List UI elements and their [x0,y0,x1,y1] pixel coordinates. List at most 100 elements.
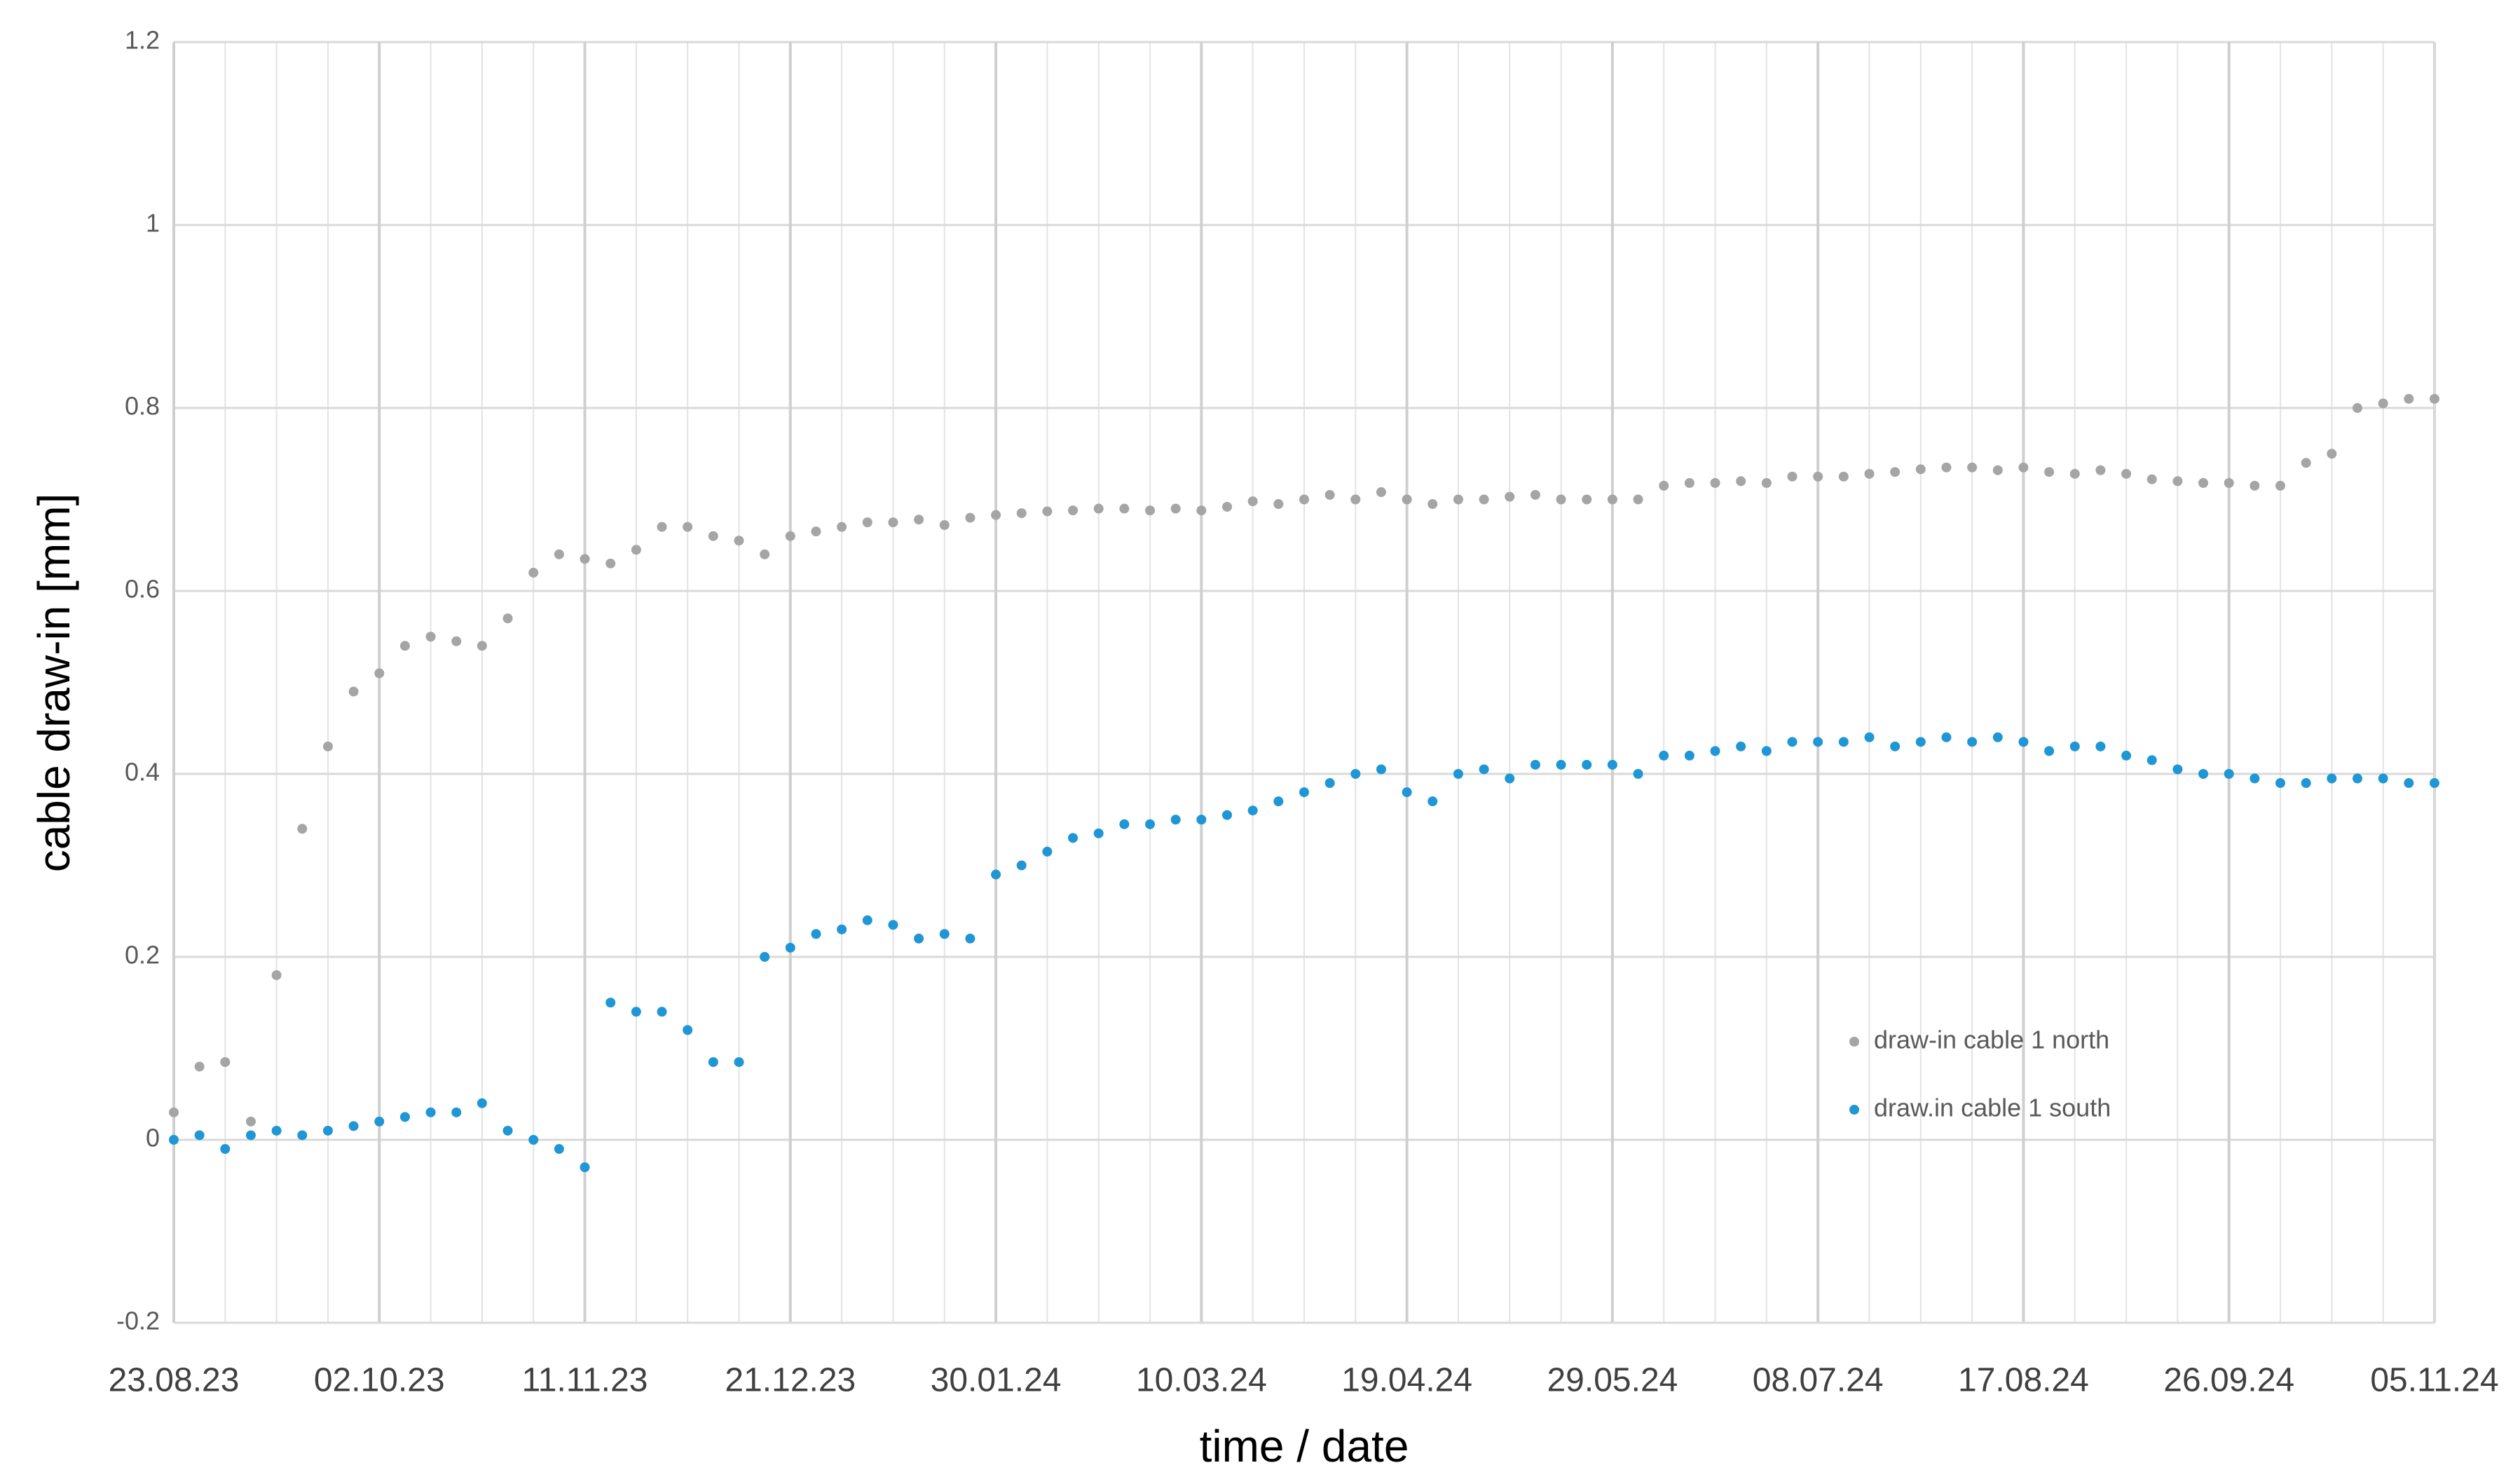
data-point [1170,503,1181,514]
data-point [451,636,462,646]
y-tick-label: 1.2 [125,26,160,55]
data-point [1093,828,1104,838]
data-point [2327,449,2337,459]
data-point [2224,769,2234,779]
data-point [1915,464,1926,475]
data-point [271,970,282,981]
x-tick-label: 11.11.23 [522,1362,648,1399]
data-point [1864,468,1875,479]
data-point [1838,737,1849,747]
data-point [297,824,308,834]
data-point [1222,501,1233,512]
data-point [322,1125,333,1136]
data-point [348,686,359,697]
data-point [914,933,924,944]
data-point [1813,471,1823,482]
data-point [1505,491,1515,502]
data-point [1761,478,1772,489]
data-point [1992,465,2003,475]
data-point [631,545,641,555]
data-point [1402,787,1412,798]
data-point [528,1135,539,1145]
data-point [399,1112,410,1122]
x-tick-label: 23.08.23 [109,1362,240,1399]
x-tick-label: 29.05.24 [1547,1362,1678,1399]
legend-label: draw-in cable 1 north [1874,1026,2109,1054]
data-point [1556,494,1566,505]
data-point [1838,471,1849,482]
data-point [374,668,385,679]
data-point [1890,741,1901,751]
data-point [657,1007,667,1017]
data-point [220,1144,231,1155]
data-point [194,1130,205,1141]
data-point [991,869,1001,880]
data-point [348,1121,359,1131]
data-point [194,1061,205,1072]
data-point [2069,741,2080,751]
data-point [760,549,770,559]
x-tick-label: 21.12.23 [725,1362,856,1399]
data-point [554,549,564,559]
data-point [683,522,693,532]
data-point [2121,750,2132,761]
data-point [477,1098,487,1108]
data-point [1582,494,1592,505]
x-tick-label: 26.09.24 [2163,1362,2294,1399]
data-point [2146,474,2157,484]
data-point [760,952,770,962]
data-point [1992,732,2003,742]
data-point [991,510,1001,520]
data-point [2198,478,2209,489]
data-point [1068,505,1078,516]
data-point [451,1107,462,1117]
data-point [862,517,872,528]
data-point [1813,737,1823,747]
data-point [1633,494,1643,505]
data-point [1967,737,1978,747]
data-point [220,1057,231,1068]
data-point [1376,764,1386,775]
data-point [708,531,718,541]
data-point [785,531,795,541]
data-point [1222,810,1233,820]
data-point [1145,505,1156,516]
y-tick-label: 0.8 [125,392,160,421]
data-point [2069,468,2080,479]
data-point [2172,764,2183,775]
data-point [425,1107,436,1117]
data-point [2198,769,2209,779]
grid [172,41,2436,1324]
data-point [1453,769,1463,779]
data-point [1196,815,1207,825]
data-point [605,558,616,569]
data-point [1864,732,1875,742]
y-tick-label: 1 [146,209,160,238]
data-point [2018,737,2029,747]
data-point [1093,503,1104,514]
data-point [1273,499,1284,510]
data-point [2301,778,2311,789]
data-point [1607,759,1617,770]
data-point [2224,478,2234,489]
data-point [2249,773,2260,784]
data-point [2121,468,2132,479]
data-point [1479,494,1489,505]
labels: -0.2 0 0.2 0.4 0.6 0.8 1 1.2 23.08.23 02.10.23 11.… [109,26,2499,1399]
data-point [1787,737,1797,747]
data-point [1402,494,1412,505]
data-point [1505,773,1515,784]
x-tick-label: 10.03.24 [1136,1362,1267,1399]
data-point [1350,494,1361,505]
data-point [1582,759,1592,770]
points [169,393,2439,1173]
x-axis-title: time / date [1200,1421,1409,1471]
legend-marker [1849,1037,1859,1047]
data-point [2044,467,2055,477]
data-point [502,613,513,624]
data-point [502,1125,513,1136]
data-point [1736,476,1746,486]
data-point [1119,503,1130,514]
